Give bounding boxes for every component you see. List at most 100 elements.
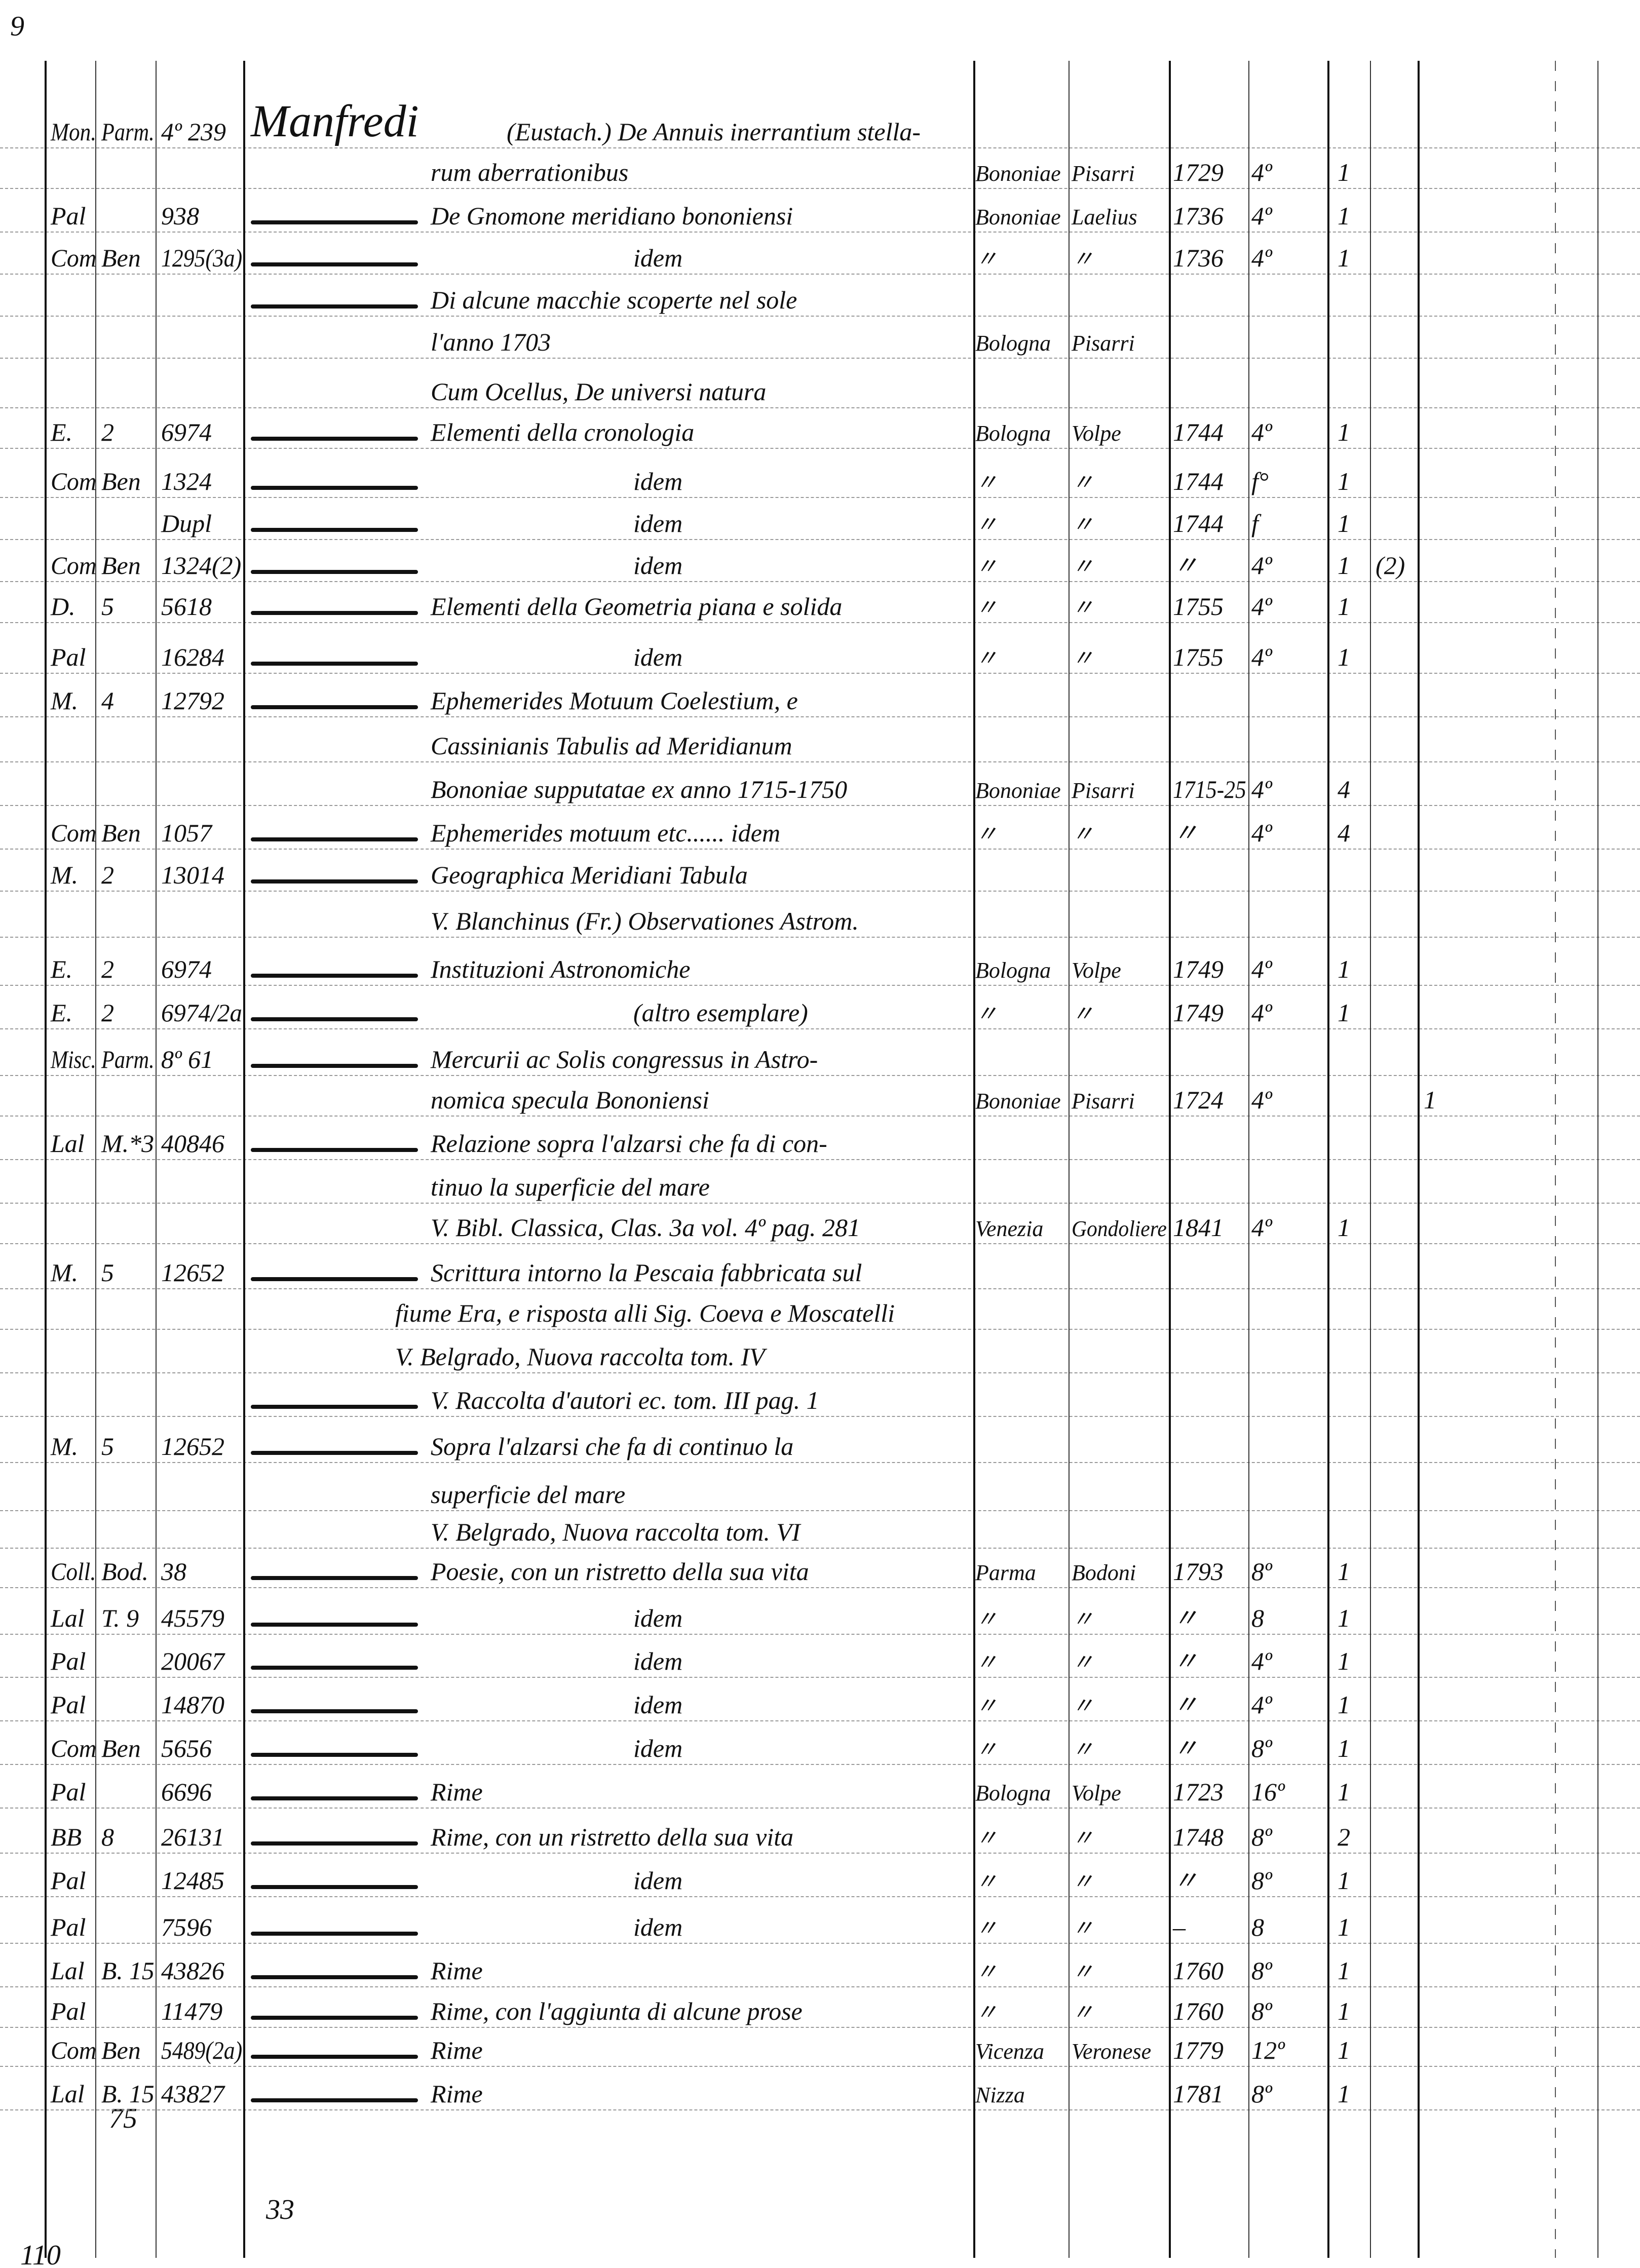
year: 1748 bbox=[1173, 1823, 1224, 1852]
printer: Veronese bbox=[1072, 2039, 1152, 2064]
title-text: Elementi della cronologia bbox=[431, 417, 695, 446]
place: 〃 bbox=[975, 512, 998, 537]
title-text: V. Raccolta d'autori ec. tom. III pag. 1 bbox=[431, 1386, 819, 1414]
format: 4º bbox=[1251, 417, 1272, 446]
title-text: Ephemerides motuum etc...... idem bbox=[431, 818, 781, 847]
collection-code: D. bbox=[51, 592, 75, 621]
ditto-author-line bbox=[251, 610, 418, 615]
column-rule bbox=[243, 61, 245, 2258]
format: f bbox=[1251, 509, 1258, 538]
collection-code: M. bbox=[51, 860, 79, 889]
place: 〃 bbox=[975, 645, 998, 671]
volumes: 4 bbox=[1338, 818, 1350, 847]
collection-code: E. bbox=[51, 998, 73, 1027]
title-text: V. Blanchinus (Fr.) Observationes Astrom… bbox=[431, 907, 859, 936]
entry-row: BB 8 26131 Rime, con un ristretto della sua… bbox=[0, 1817, 1640, 1854]
volumes: 4 bbox=[1338, 775, 1350, 803]
printer: 〃 bbox=[1072, 1959, 1094, 1984]
entry-row: Pal 7596 idem 〃 〃 – 8 1 bbox=[0, 1907, 1640, 1944]
shelf-number: 11479 bbox=[161, 1996, 223, 2025]
title-text: Poesie, con un ristretto della sua vita bbox=[431, 1557, 809, 1586]
year: – bbox=[1173, 1912, 1186, 1941]
place: 〃 bbox=[975, 1606, 998, 1632]
volumes: 1 bbox=[1338, 2080, 1350, 2108]
title-text: Rime, con l'aggiunta di alcune prose bbox=[431, 1996, 803, 2025]
entry-row: Com Ben 5656 idem 〃 〃 〃 8º 1 bbox=[0, 1728, 1640, 1765]
year: 1760 bbox=[1173, 1996, 1224, 2025]
format: 4º bbox=[1251, 592, 1272, 621]
shelf-number: 1324(2) bbox=[161, 551, 242, 580]
ditto-author-line bbox=[251, 1841, 418, 1846]
entry-row: nomica specula Bononiensi Bononiae Pisarri… bbox=[0, 1080, 1640, 1117]
volumes: 1 bbox=[1338, 1690, 1350, 1719]
title-text: idem bbox=[633, 1690, 683, 1719]
ditto-author-line bbox=[251, 1931, 418, 1936]
collection-code: Lal bbox=[51, 2080, 85, 2108]
volumes: 1 bbox=[1338, 158, 1350, 186]
place: Bologna bbox=[975, 1781, 1051, 1806]
entry-row: Lal B. 15 43826 Rime 〃 〃 1760 8º 1 bbox=[0, 1951, 1640, 1987]
title-text: Sopra l'alzarsi che fa di continuo la bbox=[431, 1432, 794, 1461]
format: 8º bbox=[1251, 2080, 1272, 2108]
format: 8º bbox=[1251, 1866, 1272, 1895]
collection-code: Pal bbox=[51, 1996, 86, 2025]
ditto-author-line bbox=[251, 1709, 418, 1714]
collection-code: Lal bbox=[51, 1603, 85, 1632]
title-text: Mercurii ac Solis congressus in Astro- bbox=[431, 1045, 818, 1073]
title-text: fiume Era, e risposta alli Sig. Coeva e … bbox=[395, 1298, 895, 1327]
title-text: idem bbox=[633, 1866, 683, 1895]
entry-row: l'anno 1703 Bologna Pisarri bbox=[0, 322, 1640, 359]
entry-row: Pal 11479 Rime, con l'aggiunta di alcune p… bbox=[0, 1991, 1640, 2028]
volumes: 1 bbox=[1338, 1603, 1350, 1632]
format: 4º bbox=[1251, 1690, 1272, 1719]
printer: Pisarri bbox=[1072, 778, 1135, 803]
collection-code: Com bbox=[51, 467, 97, 496]
printer: Pisarri bbox=[1072, 161, 1135, 186]
volumes: 1 bbox=[1338, 1647, 1350, 1676]
entry-row: Lal M.*3 40846 Relazione sopra l'alzarsi ch… bbox=[0, 1124, 1640, 1160]
title-text: Rime bbox=[431, 2036, 483, 2065]
volumes: 1 bbox=[1338, 1778, 1350, 1806]
shelf-number: 38 bbox=[161, 1557, 186, 1586]
column-rule bbox=[1418, 61, 1420, 2258]
ditto-author-line bbox=[251, 1666, 418, 1670]
year: 〃 bbox=[1173, 1647, 1198, 1676]
place: 〃 bbox=[975, 1826, 998, 1851]
format: 8º bbox=[1251, 1734, 1272, 1763]
shelf-code: 2 bbox=[101, 417, 114, 446]
format: 4º bbox=[1251, 642, 1272, 671]
place: Bononiae bbox=[975, 204, 1061, 229]
format: 4º bbox=[1251, 998, 1272, 1027]
volumes: 1 bbox=[1338, 2036, 1350, 2065]
entry-row: E. 2 6974 Elementi della cronologia Bologna V… bbox=[0, 412, 1640, 449]
entry-row: V. Belgrado, Nuova raccolta tom. VI bbox=[0, 1512, 1640, 1549]
format: 8º bbox=[1251, 1823, 1272, 1852]
printer: 〃 bbox=[1072, 1826, 1094, 1851]
volumes: 1 bbox=[1338, 1557, 1350, 1586]
page-mark-75: 75 bbox=[109, 2103, 137, 2134]
entry-row: Pal 20067 idem 〃 〃 〃 4º 1 bbox=[0, 1641, 1640, 1678]
page-mark-33: 33 bbox=[266, 2194, 294, 2225]
shelf-number: 12792 bbox=[161, 686, 224, 715]
column-rule bbox=[1169, 61, 1171, 2258]
shelf-code: Ben bbox=[101, 1734, 141, 1763]
printer: Gondoliere bbox=[1072, 1216, 1167, 1241]
collection-code: Com bbox=[51, 818, 97, 847]
year: 1744 bbox=[1173, 509, 1224, 538]
printer: 〃 bbox=[1072, 1694, 1094, 1719]
shelf-number: Dupl bbox=[161, 509, 212, 538]
year: 〃 bbox=[1173, 1603, 1198, 1632]
extra-note: (2) bbox=[1376, 551, 1405, 580]
volumes: 1 bbox=[1338, 592, 1350, 621]
year: 1755 bbox=[1173, 592, 1224, 621]
ditto-author-line bbox=[251, 570, 418, 574]
format: 4º bbox=[1251, 244, 1272, 273]
ditto-author-line bbox=[251, 2098, 418, 2103]
title-text: idem bbox=[633, 1603, 683, 1632]
shelf-number: 6974/2a bbox=[161, 998, 242, 1027]
title-text: idem bbox=[633, 467, 683, 496]
format: 8º bbox=[1251, 1557, 1272, 1586]
place: Parma bbox=[975, 1560, 1036, 1585]
title-text: V. Bibl. Classica, Clas. 3a vol. 4º pag.… bbox=[431, 1213, 860, 1242]
